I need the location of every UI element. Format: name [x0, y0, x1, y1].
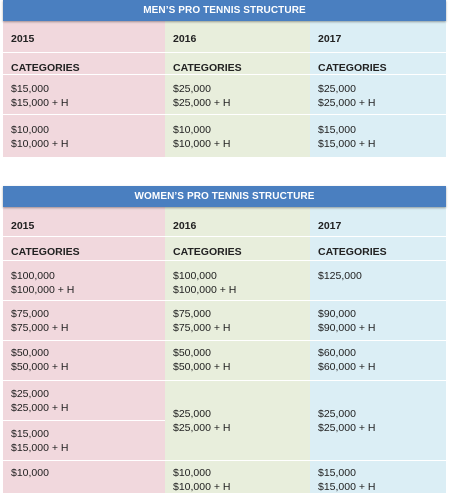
- womens-2015-row-2: $75,000 $75,000 + H: [3, 300, 165, 340]
- womens-2017-row-2: $90,000 $90,000 + H: [310, 300, 446, 340]
- mens-2015-row-1: $15,000 $15,000 + H: [3, 74, 165, 134]
- womens-year-2017: 2017: [318, 220, 342, 232]
- mens-2015-row-2: $10,000 $10,000 + H: [3, 114, 165, 157]
- mens-col-2016: 2016 CATEGORIES $25,000 $25,000 + H $10,0…: [165, 21, 310, 157]
- womens-2015-row-5: $15,000 $15,000 + H: [3, 420, 165, 460]
- mens-structure-table: 2015 CATEGORIES $15,000 $15,000 + H $10,0…: [3, 0, 446, 157]
- mens-title-bar: MEN’S PRO TENNIS STRUCTURE: [3, 0, 446, 21]
- mens-2016-row-1: $25,000 $25,000 + H: [165, 74, 310, 134]
- mens-year-2017: 2017: [318, 33, 342, 45]
- mens-2017-row-1: $25,000 $25,000 + H: [310, 74, 446, 134]
- womens-col-2017: 2017 CATEGORIES $125,000 $90,000 $90,000 …: [310, 207, 446, 493]
- womens-2017-row-5: $15,000 $15,000 + H: [310, 460, 446, 493]
- womens-2016-row-1: $100,000 $100,000 + H: [165, 260, 310, 300]
- womens-2016-row-4: $25,000 $25,000 + H: [165, 380, 310, 460]
- womens-2016-row-2: $75,000 $75,000 + H: [165, 300, 310, 340]
- mens-categories-label-2016: CATEGORIES: [165, 52, 310, 92]
- womens-categories-label-2016: CATEGORIES: [165, 236, 310, 276]
- womens-year-2015: 2015: [11, 220, 35, 232]
- mens-categories-label-2017: CATEGORIES: [310, 52, 446, 92]
- womens-2016-row-3: $50,000 $50,000 + H: [165, 340, 310, 380]
- mens-2016-row-2: $10,000 $10,000 + H: [165, 114, 310, 157]
- womens-structure-table: 2015 CATEGORIES $100,000 $100,000 + H $75…: [3, 186, 446, 493]
- womens-2015-row-4: $25,000 $25,000 + H: [3, 380, 165, 420]
- womens-2017-row-1: $125,000: [310, 260, 446, 300]
- mens-col-2015: 2015 CATEGORIES $15,000 $15,000 + H $10,0…: [3, 21, 165, 157]
- womens-2017-row-4: $25,000 $25,000 + H: [310, 380, 446, 460]
- mens-year-2015: 2015: [11, 33, 35, 45]
- womens-categories-label-2017: CATEGORIES: [310, 236, 446, 276]
- womens-2015-row-1: $100,000 $100,000 + H: [3, 260, 165, 300]
- mens-2017-row-2: $15,000 $15,000 + H: [310, 114, 446, 157]
- womens-2017-row-3: $60,000 $60,000 + H: [310, 340, 446, 380]
- womens-col-2015: 2015 CATEGORIES $100,000 $100,000 + H $75…: [3, 207, 165, 493]
- womens-year-2016: 2016: [173, 220, 197, 232]
- womens-col-2016: 2016 CATEGORIES $100,000 $100,000 + H $75…: [165, 207, 310, 493]
- womens-2015-row-3: $50,000 $50,000 + H: [3, 340, 165, 380]
- womens-title-bar: WOMEN’S PRO TENNIS STRUCTURE: [3, 186, 446, 207]
- womens-2016-row-5: $10,000 $10,000 + H: [165, 460, 310, 493]
- mens-col-2017: 2017 CATEGORIES $25,000 $25,000 + H $15,0…: [310, 21, 446, 157]
- mens-year-2016: 2016: [173, 33, 197, 45]
- mens-categories-label-2015: CATEGORIES: [3, 52, 165, 92]
- womens-categories-label-2015: CATEGORIES: [3, 236, 165, 276]
- womens-2015-row-6: $10,000: [3, 460, 165, 493]
